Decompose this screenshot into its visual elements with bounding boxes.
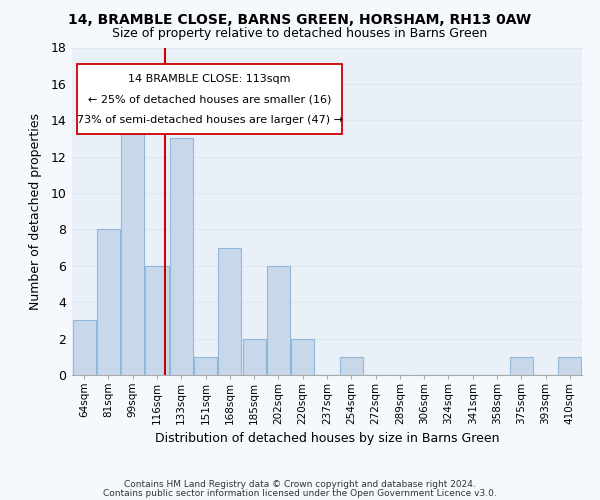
Text: Size of property relative to detached houses in Barns Green: Size of property relative to detached ho… [112, 28, 488, 40]
Bar [194, 357, 217, 375]
Bar [97, 230, 120, 375]
Bar [242, 338, 266, 375]
Text: 14, BRAMBLE CLOSE, BARNS GREEN, HORSHAM, RH13 0AW: 14, BRAMBLE CLOSE, BARNS GREEN, HORSHAM,… [68, 12, 532, 26]
Text: Contains public sector information licensed under the Open Government Licence v3: Contains public sector information licen… [103, 488, 497, 498]
Text: Contains HM Land Registry data © Crown copyright and database right 2024.: Contains HM Land Registry data © Crown c… [124, 480, 476, 489]
Bar [145, 266, 169, 375]
X-axis label: Distribution of detached houses by size in Barns Green: Distribution of detached houses by size … [155, 432, 499, 446]
Text: 14 BRAMBLE CLOSE: 113sqm: 14 BRAMBLE CLOSE: 113sqm [128, 74, 291, 85]
Text: 73% of semi-detached houses are larger (47) →: 73% of semi-detached houses are larger (… [77, 115, 343, 125]
Bar [218, 248, 241, 375]
Bar [340, 357, 363, 375]
Bar [291, 338, 314, 375]
Bar [559, 357, 581, 375]
Bar [73, 320, 95, 375]
Bar [121, 102, 144, 375]
Text: ← 25% of detached houses are smaller (16): ← 25% of detached houses are smaller (16… [88, 94, 331, 104]
Bar [170, 138, 193, 375]
Bar [267, 266, 290, 375]
Bar [510, 357, 533, 375]
Y-axis label: Number of detached properties: Number of detached properties [29, 113, 42, 310]
FancyBboxPatch shape [77, 64, 342, 134]
